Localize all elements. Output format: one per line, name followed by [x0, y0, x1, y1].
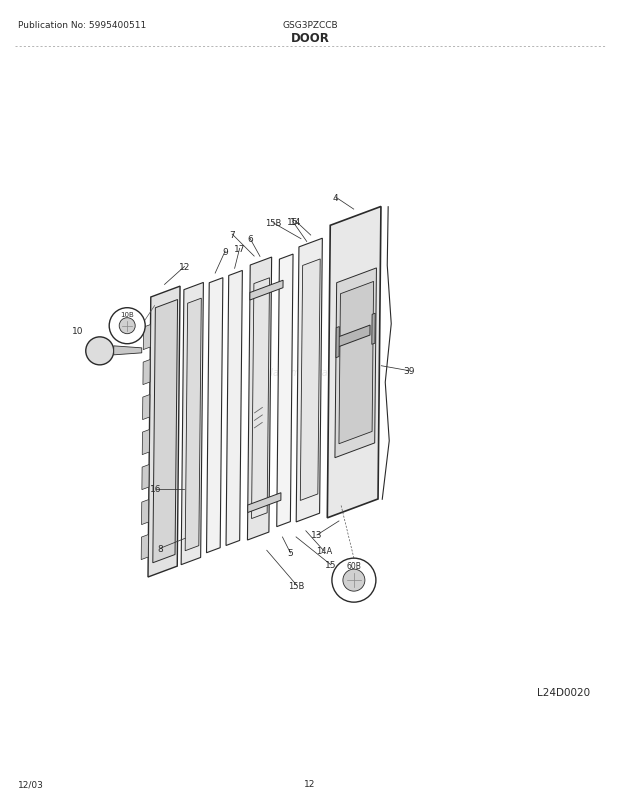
Polygon shape: [143, 325, 151, 350]
Text: 7: 7: [229, 230, 235, 239]
Text: 14: 14: [290, 217, 301, 226]
Text: 12: 12: [179, 262, 190, 272]
Polygon shape: [372, 314, 375, 345]
Polygon shape: [142, 465, 149, 490]
Text: 6: 6: [247, 235, 253, 244]
Circle shape: [109, 308, 145, 344]
Polygon shape: [185, 299, 202, 551]
Polygon shape: [181, 283, 203, 565]
Text: 4: 4: [333, 193, 339, 202]
Text: GSG3PZCCB: GSG3PZCCB: [282, 21, 338, 30]
Text: 15B: 15B: [288, 581, 305, 590]
Text: 10: 10: [72, 327, 84, 336]
Text: 8: 8: [157, 544, 163, 553]
Polygon shape: [143, 360, 150, 385]
Polygon shape: [141, 500, 149, 525]
Polygon shape: [335, 269, 376, 458]
Text: 60B: 60B: [347, 561, 361, 570]
Polygon shape: [277, 255, 293, 527]
Text: 17: 17: [234, 245, 246, 253]
Polygon shape: [337, 326, 370, 348]
Text: 13: 13: [311, 531, 322, 540]
Polygon shape: [226, 271, 242, 546]
Text: 12/03: 12/03: [18, 780, 44, 788]
Text: 5: 5: [288, 549, 293, 557]
Text: 15: 15: [287, 217, 298, 227]
Polygon shape: [248, 493, 281, 513]
Polygon shape: [143, 395, 150, 420]
Polygon shape: [339, 282, 374, 444]
Polygon shape: [142, 430, 149, 455]
Polygon shape: [141, 535, 148, 560]
Text: 10B: 10B: [120, 311, 134, 318]
Polygon shape: [296, 239, 322, 522]
Polygon shape: [148, 287, 180, 577]
Circle shape: [86, 338, 113, 366]
Polygon shape: [300, 260, 320, 500]
Polygon shape: [247, 257, 272, 541]
Text: 14A: 14A: [316, 547, 332, 556]
Text: 15: 15: [326, 561, 337, 569]
Polygon shape: [336, 327, 339, 358]
Text: replacementParts.com: replacementParts.com: [255, 367, 365, 378]
Text: DOOR: DOOR: [291, 31, 329, 44]
Circle shape: [119, 318, 135, 334]
Text: L24D0020: L24D0020: [537, 687, 590, 697]
Polygon shape: [327, 207, 381, 518]
Polygon shape: [153, 300, 177, 563]
Text: 39: 39: [404, 367, 415, 376]
Polygon shape: [206, 278, 223, 553]
Circle shape: [343, 569, 365, 591]
Text: 12: 12: [304, 780, 316, 788]
Text: 9: 9: [223, 247, 228, 257]
Text: Publication No: 5995400511: Publication No: 5995400511: [18, 21, 146, 30]
Polygon shape: [250, 281, 283, 301]
Text: 15B: 15B: [265, 219, 281, 228]
Polygon shape: [113, 346, 142, 355]
Text: 16: 16: [150, 485, 162, 494]
Circle shape: [332, 558, 376, 602]
